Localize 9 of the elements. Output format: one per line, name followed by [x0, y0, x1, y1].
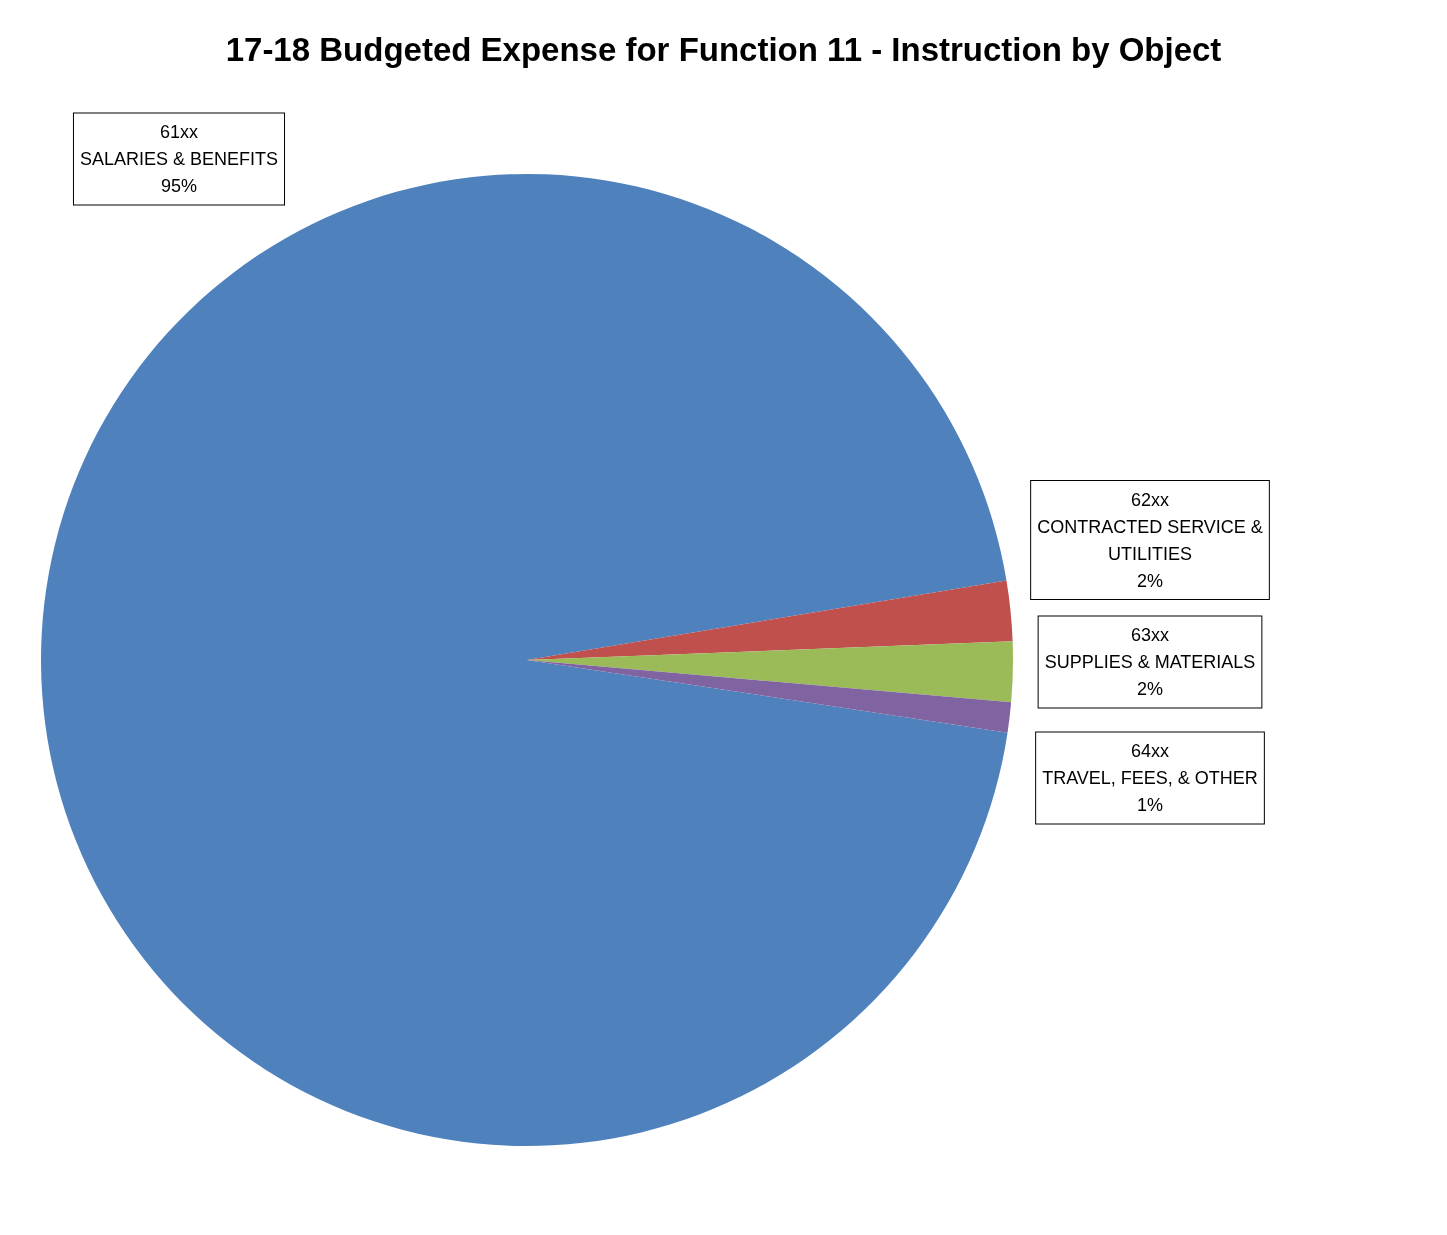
slice-label: 62xx CONTRACTED SERVICE & UTILITIES	[1037, 489, 1263, 564]
chart-title: 17-18 Budgeted Expense for Function 11 - Instruction by Object	[225, 31, 1222, 68]
data-label: 2%	[1136, 570, 1164, 591]
data-label: 1%	[1136, 795, 1164, 815]
slice-label: 61xx SALARIES & BENEFITS	[79, 122, 279, 169]
data-label: 2%	[1136, 679, 1164, 699]
data-label: 95%	[160, 176, 198, 196]
slice-label: 64xx TRAVEL, FEES, & OTHER	[1042, 741, 1258, 788]
slice-label: 63xx SUPPLIES & MATERIALS	[1044, 625, 1256, 672]
